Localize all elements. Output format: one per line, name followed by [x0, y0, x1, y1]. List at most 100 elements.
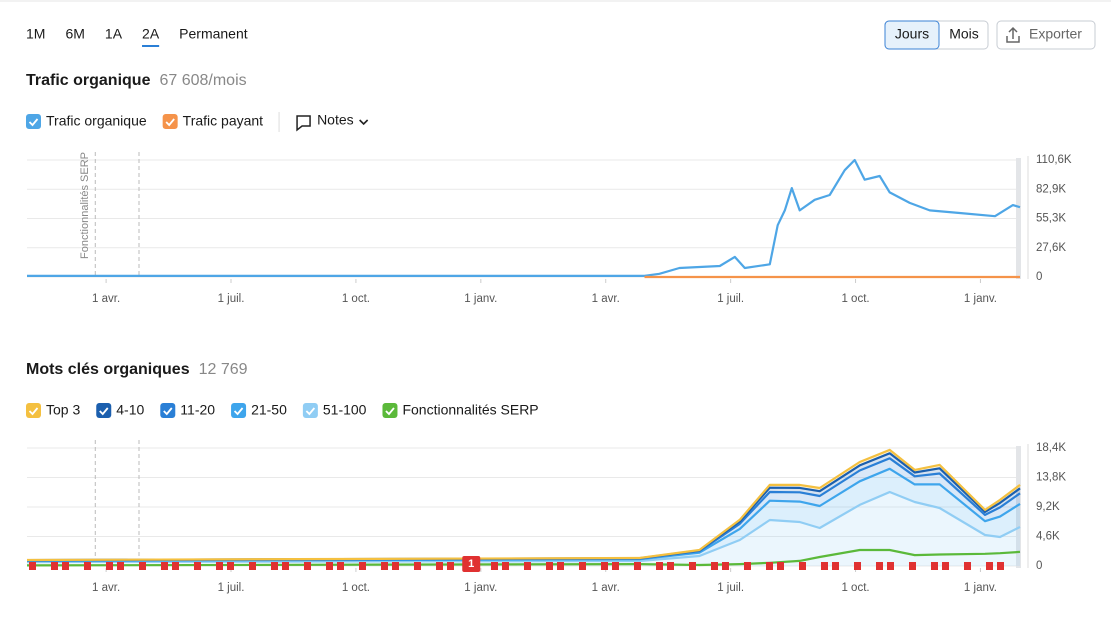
event-flag — [271, 562, 278, 570]
x-tick-label: 1 juil. — [218, 293, 245, 305]
y-tick-label: 9,2K — [1036, 501, 1060, 513]
chart-subtitle: 67 608/mois — [159, 72, 246, 89]
check-mark — [385, 407, 395, 416]
event-flag — [799, 562, 806, 570]
event-flag — [821, 562, 828, 570]
y-tick-label: 110,6K — [1036, 154, 1072, 166]
event-flag — [656, 562, 663, 570]
event-flag — [524, 562, 531, 570]
event-flag — [986, 562, 993, 570]
event-flag — [997, 562, 1004, 570]
period-tab[interactable]: 2A — [142, 26, 160, 42]
x-tick-label: 1 avr. — [592, 293, 620, 305]
check-mark — [165, 118, 175, 127]
chart-title: Trafic organique — [26, 72, 151, 89]
x-tick-label: 1 janv. — [964, 582, 997, 594]
notes-label[interactable]: Notes — [317, 112, 354, 128]
export-label[interactable]: Exporter — [1029, 26, 1082, 42]
event-flag — [51, 562, 58, 570]
x-tick-label: 1 avr. — [592, 582, 620, 594]
event-flag — [227, 562, 234, 570]
y-tick-label: 4,6K — [1036, 531, 1060, 543]
series-line — [27, 158, 1021, 277]
legend-checkbox[interactable] — [302, 403, 318, 418]
stack-area — [27, 468, 1020, 562]
event-flag — [249, 562, 256, 570]
legend-checkbox[interactable] — [96, 403, 112, 418]
event-flag — [216, 562, 223, 570]
y-tick-label: 0 — [1036, 271, 1042, 283]
legend-label[interactable]: Top 3 — [46, 402, 80, 418]
x-tick-label: 1 oct. — [342, 293, 370, 305]
legend-label[interactable]: 21-50 — [251, 402, 287, 418]
x-tick-label: 1 janv. — [964, 293, 997, 305]
stack-line — [26, 448, 1021, 562]
scroll-handle — [1016, 446, 1021, 568]
stack-line — [26, 467, 1021, 562]
event-flag — [942, 562, 949, 570]
x-tick-label: 1 juil. — [218, 582, 245, 594]
y-tick-label: 0 — [1036, 560, 1042, 572]
period-tab[interactable]: 1M — [26, 26, 45, 42]
legend-label[interactable]: Trafic payant — [183, 113, 264, 129]
legend-checkbox[interactable] — [382, 403, 398, 418]
x-tick-label: 1 avr. — [92, 293, 120, 305]
event-flag — [29, 562, 36, 570]
stack-line — [26, 490, 1021, 564]
event-flag — [546, 562, 553, 570]
annotation: Fonctionnalités SERP — [79, 152, 91, 259]
event-flag — [337, 562, 344, 570]
active-tab-underline — [142, 45, 160, 47]
period-tab[interactable]: 6M — [65, 26, 84, 42]
granularity-button[interactable]: Mois — [949, 26, 979, 42]
check-mark — [163, 407, 173, 416]
scroll-handle — [1016, 158, 1021, 279]
x-tick-label: 1 avr. — [92, 582, 120, 594]
event-badge[interactable] — [462, 556, 481, 572]
legend-checkbox[interactable] — [162, 114, 178, 129]
event-flag — [502, 562, 509, 570]
series-line — [26, 548, 1021, 567]
legend-label[interactable]: 51-100 — [323, 402, 367, 418]
event-flag — [964, 562, 971, 570]
y-tick-label: 18,4K — [1036, 442, 1066, 454]
check-mark — [28, 118, 39, 127]
legend-checkbox[interactable] — [26, 403, 41, 418]
period-tab[interactable]: 1A — [105, 26, 123, 42]
event-flag — [579, 562, 586, 570]
event-flag — [832, 562, 839, 570]
event-flag — [414, 562, 421, 570]
event-flag — [381, 562, 388, 570]
x-tick-label: 1 oct. — [841, 293, 869, 305]
event-flag — [392, 562, 399, 570]
event-flag — [84, 562, 91, 570]
legend-checkbox[interactable] — [160, 403, 176, 418]
x-tick-label: 1 juil. — [717, 582, 744, 594]
chart-title: Mots clés organiques — [26, 361, 190, 378]
x-tick-label: 1 janv. — [464, 582, 497, 594]
y-tick-label: 27,6K — [1036, 242, 1066, 254]
event-flag — [612, 562, 619, 570]
legend-label[interactable]: Trafic organique — [46, 113, 147, 129]
event-flag — [139, 562, 146, 570]
export-button[interactable] — [996, 20, 1096, 50]
x-tick-label: 1 oct. — [342, 582, 370, 594]
x-tick-label: 1 juil. — [717, 293, 744, 305]
granularity-button[interactable]: Jours — [895, 26, 929, 42]
event-flag — [722, 562, 729, 570]
legend-checkbox[interactable] — [231, 403, 247, 418]
export-icon — [1006, 26, 1020, 43]
legend-label[interactable]: Fonctionnalités SERP — [402, 402, 538, 418]
chart-subtitle: 12 769 — [199, 361, 248, 378]
event-flag — [172, 562, 179, 570]
event-flag — [854, 562, 861, 570]
active-granularity[interactable] — [884, 20, 940, 50]
period-tab[interactable]: Permanent — [179, 26, 248, 42]
event-flag — [667, 562, 674, 570]
event-flag — [117, 562, 124, 570]
event-flag — [931, 562, 938, 570]
legend-label[interactable]: 11-20 — [180, 402, 215, 418]
event-flag — [887, 562, 894, 570]
legend-label[interactable]: 4-10 — [116, 402, 144, 418]
legend-checkbox[interactable] — [26, 114, 41, 129]
